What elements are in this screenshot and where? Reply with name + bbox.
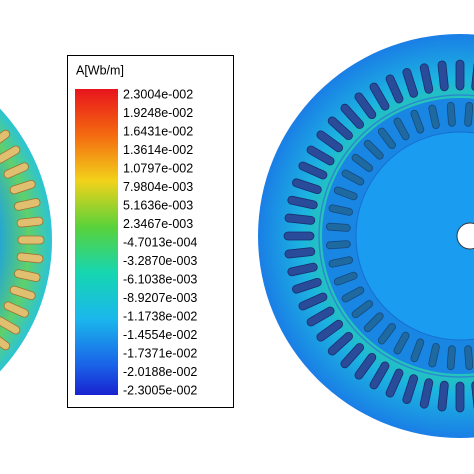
legend-label: 2.3467e-003 — [123, 217, 193, 231]
legend-label: 1.3614e-002 — [123, 143, 193, 157]
slot — [17, 235, 45, 245]
stator-slots — [283, 59, 474, 413]
slot — [354, 92, 377, 120]
slot — [402, 374, 419, 404]
slot — [283, 231, 315, 241]
slot — [298, 161, 328, 180]
slot — [464, 101, 474, 127]
slot — [446, 345, 456, 371]
slot — [0, 129, 11, 150]
slot — [393, 331, 410, 355]
slot — [0, 145, 21, 164]
slot — [16, 216, 44, 228]
slot — [377, 127, 396, 150]
slot — [377, 322, 396, 345]
slot — [325, 240, 351, 250]
rotor-slots — [325, 101, 474, 371]
slot — [351, 300, 374, 319]
legend-label: 7.9804e-003 — [123, 180, 193, 194]
slot — [325, 222, 351, 232]
slot — [351, 153, 374, 172]
slot — [9, 179, 36, 195]
slot — [327, 116, 353, 141]
legend-label: -6.1038e-003 — [123, 272, 197, 286]
legend-label: -1.7371e-002 — [123, 346, 197, 360]
slot — [354, 352, 377, 380]
legend-label: -4.7013e-004 — [123, 235, 197, 249]
slot — [327, 331, 353, 356]
slot — [385, 74, 404, 104]
left-slots — [0, 129, 45, 351]
legend-title: A[Wb/m] — [76, 63, 124, 77]
slot — [292, 178, 322, 195]
legend-label: -1.1738e-002 — [123, 309, 197, 323]
slot — [363, 139, 384, 160]
slot — [292, 277, 322, 294]
slot — [340, 103, 365, 129]
slot — [437, 380, 449, 412]
slot — [287, 262, 318, 277]
slot — [16, 252, 44, 264]
slot — [410, 109, 425, 134]
slot — [333, 271, 358, 286]
slot — [284, 247, 316, 259]
slot — [471, 60, 474, 92]
slot — [455, 59, 465, 91]
slot — [419, 378, 434, 409]
slot — [0, 316, 21, 335]
slot — [333, 186, 358, 201]
air-gap — [318, 94, 474, 378]
slot — [471, 380, 474, 412]
slot — [316, 319, 344, 342]
slot — [328, 204, 353, 216]
slot — [306, 306, 335, 327]
slot — [328, 256, 353, 268]
color-bar — [75, 89, 118, 395]
slot — [3, 162, 29, 179]
slot — [446, 101, 456, 127]
slot — [284, 213, 316, 225]
legend-labels: 2.3004e-002 1.9248e-002 1.6431e-002 1.3614e… — [123, 87, 197, 397]
legend-label: 1.0797e-002 — [123, 161, 193, 175]
slot — [455, 381, 465, 413]
slot — [385, 368, 404, 398]
slot — [14, 269, 41, 282]
slot — [340, 343, 365, 369]
legend-label: 5.1636e-003 — [123, 198, 193, 212]
slot — [464, 345, 474, 371]
legend-label: -2.0188e-002 — [123, 365, 197, 379]
slot — [393, 117, 410, 141]
legend-label: -2.3005e-002 — [123, 383, 197, 397]
slot — [402, 68, 419, 98]
legend-label: 1.6431e-002 — [123, 124, 193, 138]
slot — [9, 285, 36, 301]
slot — [341, 286, 365, 303]
legend-label: -3.2870e-003 — [123, 254, 197, 268]
slot — [419, 63, 434, 94]
slot — [14, 198, 41, 211]
slot — [287, 195, 318, 210]
slot — [0, 330, 11, 351]
slot — [316, 130, 344, 153]
slot — [341, 169, 365, 186]
slot — [298, 292, 328, 311]
shaft — [456, 222, 474, 250]
slot — [410, 338, 425, 363]
slot — [437, 60, 449, 92]
slot — [3, 301, 29, 318]
legend-label: -1.4554e-002 — [123, 328, 197, 342]
legend-label: -8.9207e-003 — [123, 291, 197, 305]
legend-label: 1.9248e-002 — [123, 106, 193, 120]
slot — [369, 82, 390, 111]
legend-label: 2.3004e-002 — [123, 87, 193, 101]
slot — [428, 343, 440, 368]
rotor-core — [355, 131, 474, 341]
slot — [428, 104, 440, 129]
